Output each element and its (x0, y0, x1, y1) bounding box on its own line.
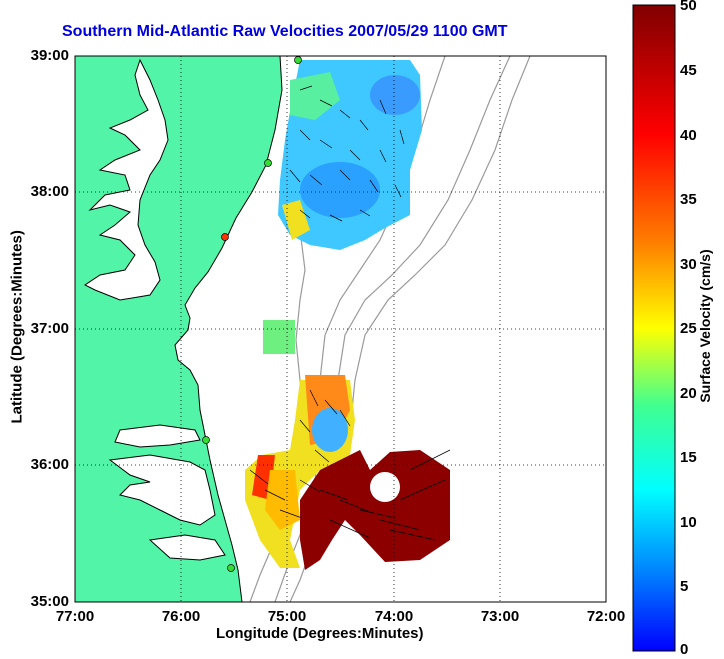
colorbar-tick: 25 (680, 320, 697, 337)
y-tick-label: 36:00 (30, 456, 69, 473)
colorbar-tick: 15 (680, 449, 697, 466)
station-marker (264, 159, 272, 167)
colorbar-tick: 30 (680, 256, 697, 273)
x-tick-label: 76:00 (161, 608, 201, 625)
station-marker (202, 436, 210, 444)
colorbar-tick: 10 (680, 514, 697, 531)
colorbar-tick: 45 (680, 62, 697, 79)
colorbar-tick: 50 (680, 0, 697, 14)
x-tick-label: 75:00 (267, 608, 307, 625)
x-tick-label: 77:00 (55, 608, 95, 625)
x-tick-label: 73:00 (480, 608, 520, 625)
x-tick-label: 72:00 (586, 608, 626, 625)
stations (202, 56, 302, 572)
y-axis-title: Latitude (Degrees:Minutes) (8, 230, 26, 424)
colorbar-tick: 40 (680, 127, 697, 144)
y-tick-label: 35:00 (30, 593, 69, 610)
southern-velocity-field (245, 375, 450, 570)
colorbar-tick: 35 (680, 191, 697, 208)
northern-velocity-field (278, 60, 422, 250)
velocity-vectors (249, 85, 451, 541)
plot-frame (74, 55, 607, 603)
station-marker (221, 233, 229, 241)
colorbar-tick: 0 (680, 641, 689, 658)
chesapeake-bay (84, 58, 169, 301)
x-axis-title: Longitude (Degrees:Minutes) (216, 625, 424, 642)
station-marker (294, 56, 302, 64)
y-tick-label: 37:00 (30, 320, 69, 337)
albemarle-sound (114, 424, 201, 448)
grid-lines (75, 56, 606, 602)
offshore-patch (263, 320, 295, 354)
y-tick-label: 38:00 (30, 183, 69, 200)
colorbar-title: Surface Velocity (cm/s) (697, 249, 713, 403)
colorbar-tick: 5 (680, 578, 689, 595)
x-tick-label: 74:00 (374, 608, 414, 625)
map-title: Southern Mid-Atlantic Raw Velocities 200… (62, 23, 508, 40)
colorbar (632, 4, 676, 652)
station-marker (227, 564, 235, 572)
colorbar-tick: 20 (680, 385, 697, 402)
land-mass (75, 56, 283, 602)
neuse-estuary (148, 534, 226, 561)
y-tick-label: 39:00 (30, 47, 69, 64)
